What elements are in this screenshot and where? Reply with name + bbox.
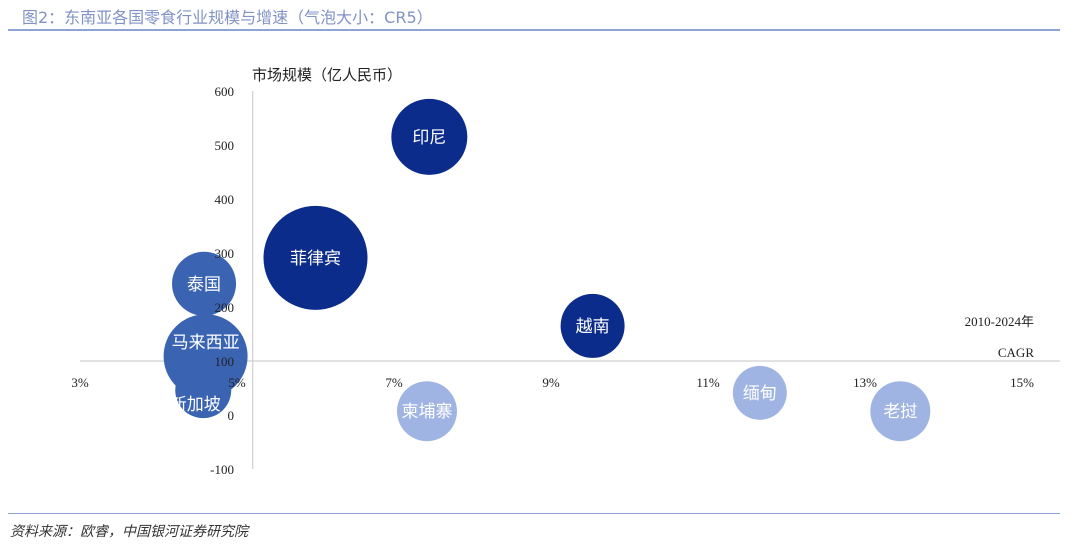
bubble-marker — [732, 365, 787, 420]
bubble-label: 老挝 — [883, 402, 917, 422]
bubble-2: 泰国 — [172, 251, 237, 316]
x-tick-label: 9% — [542, 375, 560, 390]
y-tick-label: 300 — [215, 246, 235, 261]
bubble-label: 菲律宾 — [290, 249, 341, 269]
bubble-label: 新加坡 — [170, 395, 221, 415]
x-tick-label: 11% — [696, 375, 720, 390]
bubble-label: 马来西亚 — [172, 333, 240, 353]
x-axis-label-line1: 2010-2024年 — [965, 314, 1034, 329]
x-tick-label: 5% — [228, 375, 246, 390]
x-tick-label: 15% — [1010, 375, 1034, 390]
bubble-4: 新加坡 — [170, 362, 232, 419]
bubble-8: 老挝 — [870, 381, 931, 442]
x-tick-label: 13% — [853, 375, 877, 390]
bubble-marker — [263, 205, 368, 310]
y-tick-label: 200 — [215, 300, 235, 315]
bubble-label: 印尼 — [412, 128, 446, 148]
bubble-marker — [175, 362, 232, 419]
y-tick-label: 100 — [215, 354, 235, 369]
x-tick-label: 7% — [385, 375, 403, 390]
bubble-marker — [391, 98, 468, 175]
y-axis-label: 市场规模（亿人民币） — [252, 66, 402, 84]
top-divider — [8, 29, 1060, 31]
bubble-marker — [396, 381, 457, 442]
bubble-7: 缅甸 — [732, 365, 787, 420]
source-note: 资料来源：欧睿，中国银河证券研究院 — [10, 524, 248, 540]
bubble-marker — [870, 381, 931, 442]
bubble-0: 印尼 — [391, 98, 468, 175]
bubble-marker — [172, 251, 237, 316]
bubble-label: 泰国 — [187, 275, 221, 295]
y-tick-label: 0 — [228, 408, 235, 423]
x-axis-label-line2: CAGR — [998, 345, 1034, 360]
bubble-marker — [560, 293, 625, 358]
y-tick-label: 500 — [215, 138, 235, 153]
y-tick-label: 600 — [215, 84, 235, 99]
bubble-1: 菲律宾 — [263, 205, 368, 310]
x-tick-label: 3% — [71, 375, 89, 390]
figure-title: 图2：东南亚各国零食行业规模与增速（气泡大小：CR5） — [22, 8, 433, 27]
bubble-5: 越南 — [560, 293, 625, 358]
bottom-divider — [8, 513, 1060, 514]
y-tick-label: -100 — [210, 462, 234, 477]
y-tick-label: 400 — [215, 192, 235, 207]
bubble-6: 柬埔寨 — [396, 381, 457, 442]
bubble-label: 越南 — [576, 317, 610, 337]
bubble-label: 柬埔寨 — [401, 402, 452, 422]
bubble-label: 缅甸 — [743, 384, 777, 404]
